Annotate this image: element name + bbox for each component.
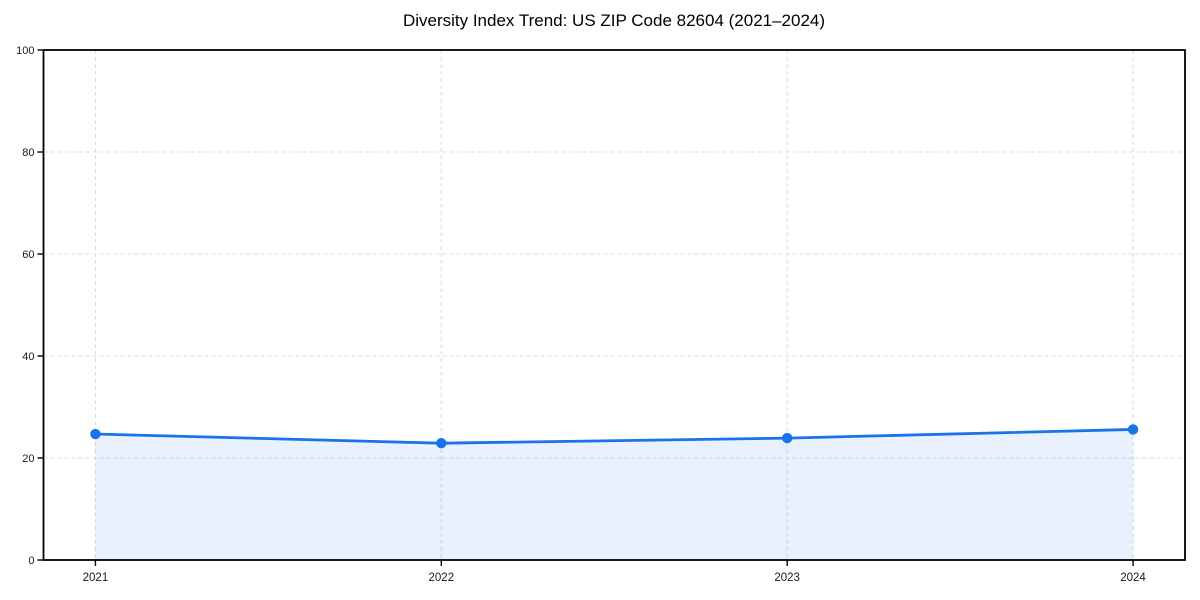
chart-title: Diversity Index Trend: US ZIP Code 82604… (402, 11, 826, 30)
trend-line (94, 428, 1135, 445)
y-axis-tick-label: 0 (28, 555, 34, 567)
plot-border (42, 49, 1186, 561)
data-point-2023 (781, 432, 793, 444)
x-axis-tick-label: 2021 (83, 572, 109, 584)
y-axis-tick-label: 80 (22, 147, 34, 159)
data-point-2022 (436, 438, 447, 449)
y-axis-tick-label: 100 (16, 45, 34, 57)
x-axis-tick-label: 2023 (774, 572, 800, 584)
y-axis-tick-label: 20 (22, 453, 34, 465)
area-fill (95, 429, 1134, 560)
x-axis-tick-label: 2024 (1120, 572, 1146, 584)
y-axis-tick-label: 40 (22, 351, 34, 363)
data-point-2021 (90, 428, 101, 440)
x-axis-tick-label: 2022 (429, 572, 455, 584)
y-axis-tick-label: 60 (22, 249, 34, 261)
data-point-2024 (1127, 424, 1139, 435)
